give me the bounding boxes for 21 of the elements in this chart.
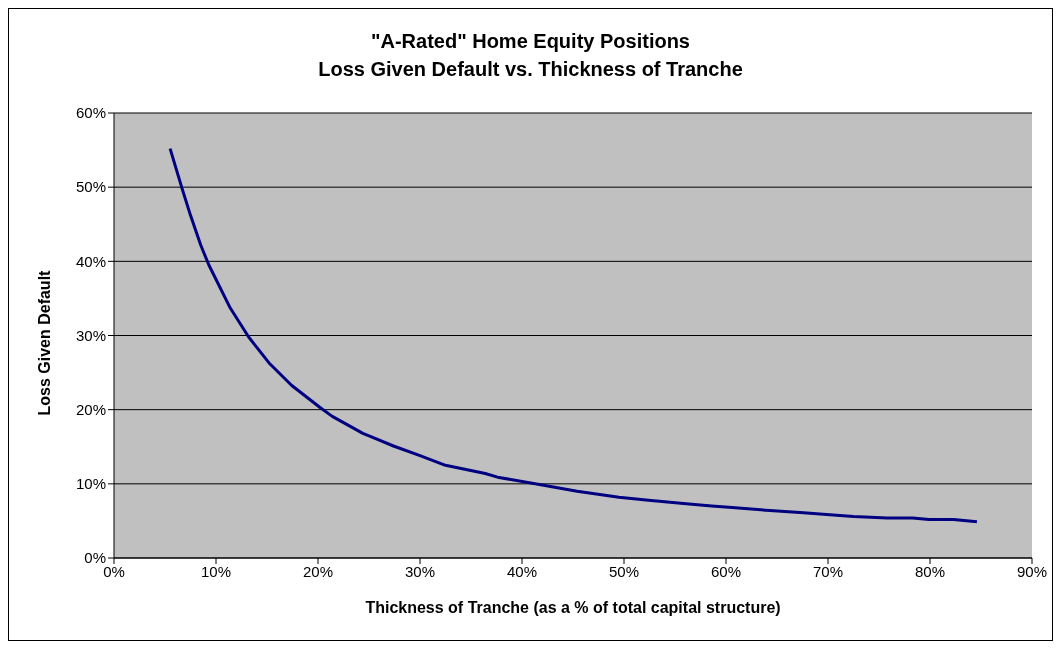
x-tick-label: 60% <box>710 562 742 580</box>
y-tick-label: 0% <box>84 549 106 567</box>
x-tick-label: 50% <box>608 562 640 580</box>
x-tick-label: 10% <box>200 562 232 580</box>
x-tick-label: 40% <box>506 562 538 580</box>
x-tick-label: 30% <box>404 562 436 580</box>
line-series <box>168 147 979 524</box>
chart-title: "A-Rated" Home Equity Positions Loss Given Default vs. Thickness of Tranche <box>317 29 744 82</box>
y-tick-label: 50% <box>75 178 106 196</box>
y-tick-label: 10% <box>75 475 106 493</box>
x-tick-label: 70% <box>812 562 844 580</box>
x-tick-label: 20% <box>302 562 334 580</box>
x-tick-label: 90% <box>1016 562 1048 580</box>
y-tick-label: 20% <box>75 400 106 418</box>
x-tick-label: 80% <box>914 562 946 580</box>
y-tick-label: 60% <box>75 104 106 122</box>
y-tick-label: 40% <box>75 252 106 270</box>
y-axis-title: Loss Given Default <box>35 269 53 416</box>
x-tick-label: 0% <box>103 562 125 580</box>
x-axis-title: Thickness of Tranche (as a % of total capital structure) <box>365 599 781 616</box>
y-tick-label: 30% <box>75 326 106 344</box>
